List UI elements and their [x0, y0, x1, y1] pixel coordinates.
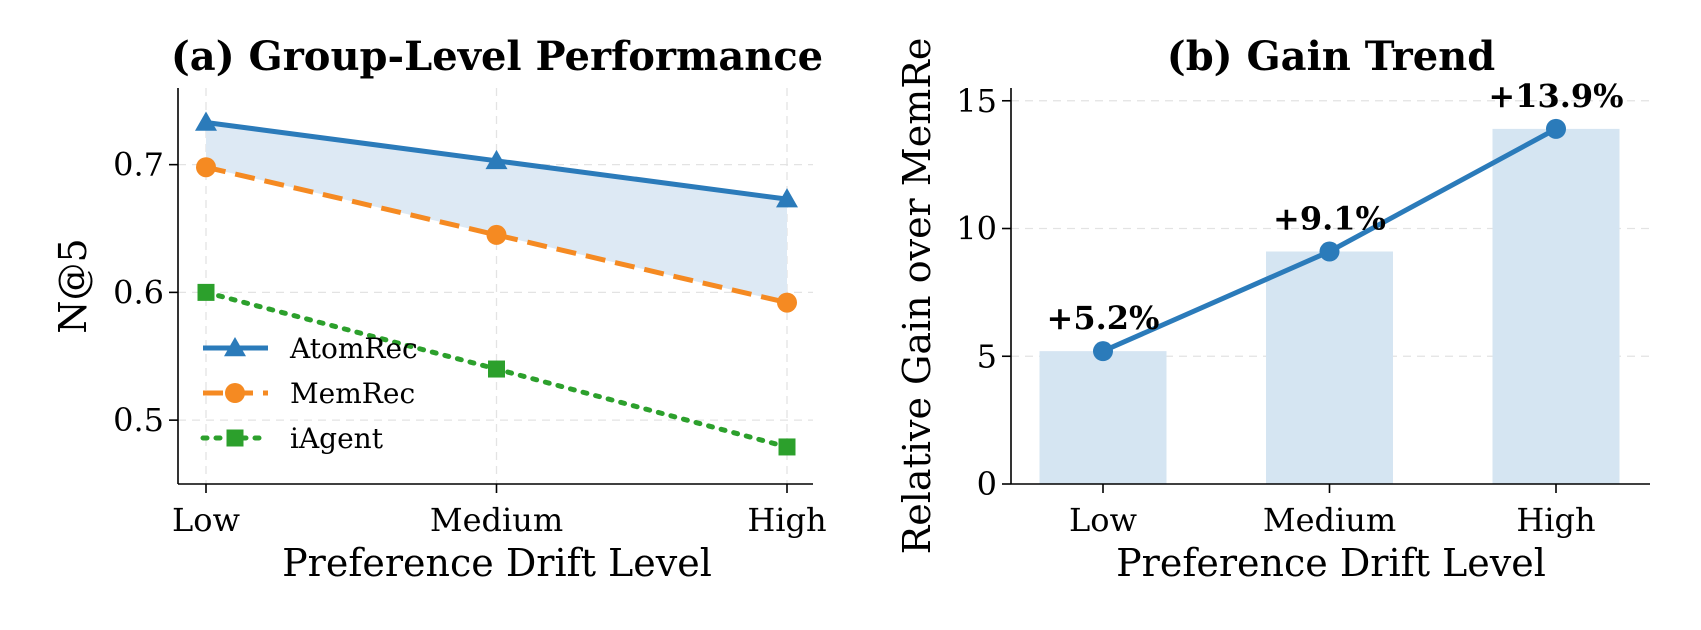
point-memrec-medium	[486, 224, 507, 245]
bar-low	[1039, 351, 1167, 484]
panel-a-ytick-label-0-7: 0.7	[113, 146, 164, 184]
series-atomrec	[195, 111, 798, 208]
panel-a-xtick-label-high: High	[747, 501, 826, 539]
data-label-high: +13.9%	[1488, 77, 1623, 115]
point-iagent-high	[778, 438, 796, 456]
point-memrec-high	[777, 292, 797, 313]
panel-b-ytick-label-15: 15	[956, 82, 997, 120]
panel-b-x-label: Preference Drift Level	[1116, 541, 1546, 585]
series-line-memrec	[205, 164, 788, 306]
legend-marker-iagent	[226, 429, 244, 447]
panel-a-x-label: Preference Drift Level	[282, 541, 712, 585]
panel-a-xtick-label-medium: Medium	[430, 501, 563, 539]
panel-b-ytick-label-10: 10	[956, 210, 997, 248]
panel-a-ticks: Low Medium High 0.5 0.6 0.7	[113, 146, 827, 539]
point-iagent-low	[197, 283, 215, 301]
panel-b-ticks: 0 5 10 15 Low Medium High	[956, 82, 1595, 539]
trend-point-low	[1093, 341, 1113, 362]
legend-label-memrec: MemRec	[290, 377, 415, 410]
panel-a-xtick-label-low: Low	[172, 501, 240, 539]
legend-marker-memrec	[225, 383, 245, 403]
panel-a-title: (a) Group-Level Performance	[171, 33, 823, 80]
panel-b-trend-line: +5.2% +9.1% +13.9%	[1047, 77, 1624, 362]
data-label-medium: +9.1%	[1273, 200, 1386, 238]
legend-item-atomrec: AtomRec	[203, 332, 418, 365]
trend-point-medium	[1319, 241, 1340, 262]
legend-marker-atomrec	[224, 337, 246, 357]
point-memrec-low	[196, 157, 216, 178]
point-atomrec-low	[195, 111, 217, 131]
panel-b-bars	[1039, 128, 1620, 484]
panel-a-ytick-label-0-6: 0.6	[113, 273, 164, 311]
point-iagent-medium	[488, 360, 505, 378]
panel-b-xtick-label-high: High	[1516, 501, 1595, 539]
panel-b-ytick-label-0: 0	[977, 465, 997, 503]
bar-high	[1492, 128, 1620, 484]
panel-b-xtick-label-medium: Medium	[1263, 501, 1396, 539]
panel-b-gain-trend: (b) Gain Trend +5.2% +9.1% +13.9% 0 5 10 15 Lo…	[895, 33, 1650, 585]
legend-label-atomrec: AtomRec	[289, 332, 418, 365]
trend-point-high	[1546, 118, 1566, 139]
data-label-low: +5.2%	[1047, 299, 1160, 337]
panel-b-ytick-label-5: 5	[977, 337, 997, 375]
panel-b-title: (b) Gain Trend	[1167, 33, 1495, 80]
legend-item-iagent: iAgent	[200, 422, 384, 455]
panel-b-y-label: Relative Gain over MemRe	[895, 38, 939, 555]
bar-medium	[1266, 251, 1393, 484]
point-atomrec-medium	[485, 149, 508, 170]
point-atomrec-high	[776, 188, 798, 208]
panel-a-legend: AtomRec MemRec iAgent	[200, 332, 418, 455]
panel-a-ytick-label-0-5: 0.5	[113, 401, 164, 439]
panel-b-xtick-label-low: Low	[1069, 501, 1137, 539]
panel-a-group-level-performance: (a) Group-Level Performance Low Medium Hig…	[51, 33, 827, 585]
series-memrec	[196, 157, 797, 313]
panel-a-series	[195, 111, 798, 456]
legend-label-iagent: iAgent	[290, 422, 384, 455]
panel-a-y-label: N@5	[51, 238, 95, 333]
series-iagent	[197, 283, 796, 456]
panel-a-shaded-gap	[206, 122, 787, 303]
legend-item-memrec: MemRec	[203, 377, 415, 410]
